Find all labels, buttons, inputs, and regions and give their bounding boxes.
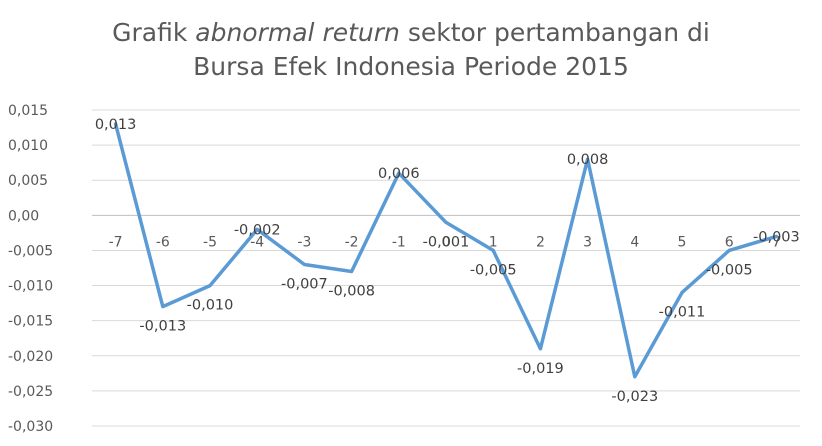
x-tick-label: 2 — [536, 234, 545, 250]
data-label: 0,006 — [378, 166, 420, 182]
x-axis-ticks: -7 -6 -5 -4 -3 -2 -1 0 1 2 3 4 5 6 7 — [109, 234, 781, 250]
chart-title: Grafik abnormal return sektor pertambang… — [0, 16, 822, 84]
data-label: -0,002 — [234, 222, 281, 238]
x-tick-label: -5 — [203, 234, 217, 250]
data-label: -0,008 — [328, 284, 375, 300]
data-label: -0,007 — [281, 276, 328, 292]
x-tick-label: 6 — [725, 234, 734, 250]
series-line — [113, 122, 779, 379]
data-label: -0,005 — [706, 262, 753, 278]
x-tick-label: 7 — [772, 234, 781, 250]
y-tick-label: -0,020 — [8, 349, 53, 365]
data-label: 0,013 — [95, 117, 137, 133]
y-tick-label: 0,015 — [8, 103, 48, 119]
data-label: -0,013 — [139, 319, 186, 335]
data-label: -0,001 — [423, 234, 470, 250]
x-tick-label: -1 — [392, 234, 406, 250]
y-axis-ticks: 0,015 0,010 0,005 0,00 -0,005 -0,010 -0,015 -0,… — [8, 103, 53, 435]
y-tick-label: -0,030 — [8, 419, 53, 435]
data-label: -0,019 — [517, 361, 564, 377]
x-tick-label: -7 — [109, 234, 123, 250]
y-tick-label: 0,010 — [8, 138, 48, 154]
x-tick-label: -3 — [297, 234, 311, 250]
data-labels: 0,013 -0,013-0,010 -0,002 -0,007 -0,008 0,006… — [95, 117, 800, 405]
data-label: -0,003 — [753, 229, 800, 245]
x-tick-label: 4 — [630, 234, 639, 250]
x-tick-label: 5 — [678, 234, 687, 250]
chart-title-line-2: Bursa Efek Indonesia Periode 2015 — [193, 52, 629, 81]
x-tick-label: 0 — [442, 234, 451, 250]
data-label: -0,011 — [659, 305, 706, 321]
y-tick-label: 0,00 — [8, 208, 39, 224]
y-tick-label: -0,015 — [8, 314, 53, 330]
data-label: -0,010 — [187, 298, 234, 314]
chart-title-prefix: Grafik — [112, 18, 196, 47]
chart-title-line-1: Grafik abnormal return sektor pertambang… — [0, 16, 822, 50]
series-layer — [113, 122, 779, 379]
data-label: 0,008 — [567, 152, 609, 168]
x-tick-label: -4 — [250, 234, 264, 250]
y-tick-label: -0,025 — [8, 384, 53, 400]
gridlines — [92, 109, 800, 427]
chart-title-emphasis: abnormal return — [195, 18, 400, 47]
y-tick-label: 0,005 — [8, 173, 48, 189]
x-tick-label: 1 — [489, 234, 498, 250]
x-tick-label: 3 — [583, 234, 592, 250]
data-label: -0,023 — [611, 389, 658, 405]
chart-title-suffix: sektor pertambangan di — [399, 18, 710, 47]
x-tick-label: -6 — [156, 234, 170, 250]
data-label: -0,005 — [470, 262, 517, 278]
y-tick-label: -0,005 — [8, 243, 53, 259]
y-tick-label: -0,010 — [8, 279, 53, 295]
x-tick-label: -2 — [345, 234, 359, 250]
